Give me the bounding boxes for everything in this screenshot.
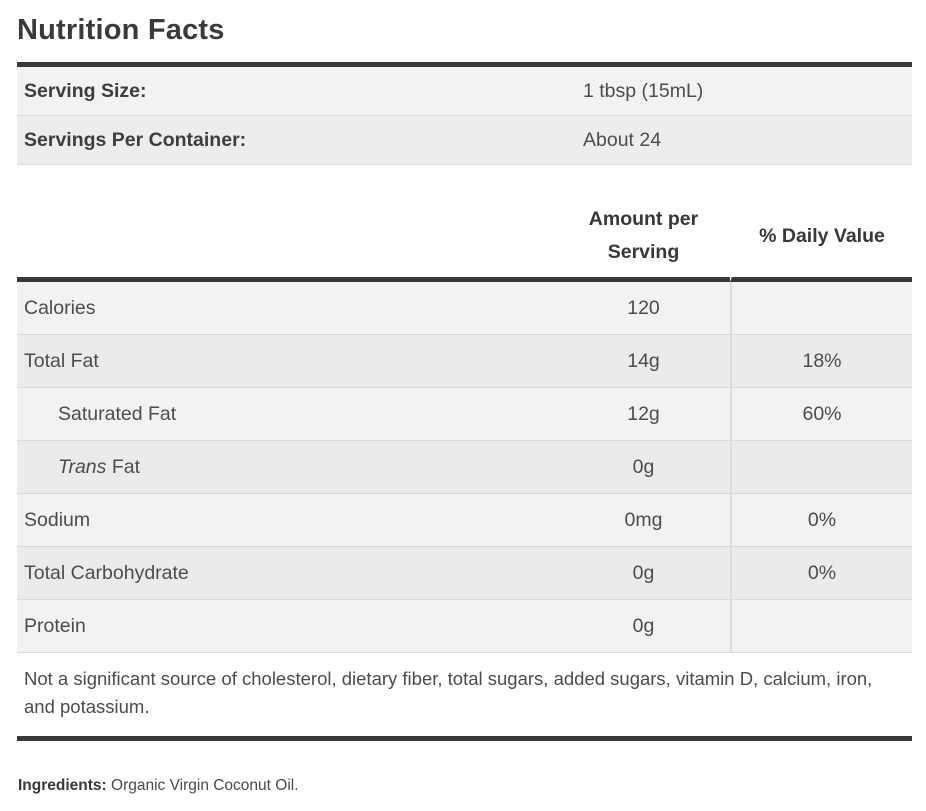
trans-italic-text: Trans bbox=[58, 455, 107, 478]
nutrient-amount: 0g bbox=[557, 600, 730, 653]
ingredients-line: Ingredients: Organic Virgin Coconut Oil. bbox=[18, 777, 912, 795]
table-row-trans-fat: Trans Fat 0g bbox=[17, 441, 912, 494]
column-header-amount: Amount per Serving bbox=[557, 165, 730, 282]
nutrient-label: Total Carbohydrate bbox=[17, 547, 557, 600]
nutrient-amount: 0g bbox=[557, 441, 730, 494]
nutrition-table: Amount per Serving % Daily Value Calorie… bbox=[17, 165, 912, 741]
nutrient-amount: 0mg bbox=[557, 494, 730, 547]
nutrient-label: Trans Fat bbox=[17, 441, 557, 494]
table-row-protein: Protein 0g bbox=[17, 600, 912, 653]
trans-rest-text: Fat bbox=[106, 455, 140, 478]
table-row-calories: Calories 120 bbox=[17, 282, 912, 335]
nutrient-label: Saturated Fat bbox=[17, 388, 557, 441]
nutrient-label: Calories bbox=[17, 282, 557, 335]
ingredients-label: Ingredients: bbox=[18, 777, 107, 794]
servings-per-container-value: About 24 bbox=[566, 116, 912, 165]
column-header-amount-label: Amount per Serving bbox=[588, 208, 699, 263]
serving-info-table: Serving Size: 1 tbsp (15mL) Servings Per… bbox=[17, 62, 912, 165]
nutrient-daily-value: 0% bbox=[730, 494, 912, 547]
ingredients-value: Organic Virgin Coconut Oil. bbox=[106, 777, 299, 794]
nutrient-label: Protein bbox=[17, 600, 557, 653]
nutrient-daily-value: 18% bbox=[730, 335, 912, 388]
table-row: Servings Per Container: About 24 bbox=[17, 116, 912, 165]
page-title: Nutrition Facts bbox=[17, 14, 225, 46]
footnote-text: Not a significant source of cholesterol,… bbox=[17, 653, 912, 741]
table-row-sodium: Sodium 0mg 0% bbox=[17, 494, 912, 547]
nutrient-amount: 120 bbox=[557, 282, 730, 335]
servings-per-container-label: Servings Per Container: bbox=[17, 116, 566, 165]
nutrient-daily-value: 0% bbox=[730, 547, 912, 600]
table-row-saturated-fat: Saturated Fat 12g 60% bbox=[17, 388, 912, 441]
nutrient-daily-value bbox=[730, 282, 912, 335]
table-row-total-fat: Total Fat 14g 18% bbox=[17, 335, 912, 388]
nutrient-amount: 12g bbox=[557, 388, 730, 441]
serving-size-label: Serving Size: bbox=[17, 67, 566, 116]
table-row: Serving Size: 1 tbsp (15mL) bbox=[17, 67, 912, 116]
table-row-total-carbohydrate: Total Carbohydrate 0g 0% bbox=[17, 547, 912, 600]
column-header-daily-value: % Daily Value bbox=[730, 165, 912, 282]
nutrient-daily-value: 60% bbox=[730, 388, 912, 441]
serving-size-value: 1 tbsp (15mL) bbox=[566, 67, 912, 116]
nutrient-daily-value bbox=[730, 600, 912, 653]
nutrient-daily-value bbox=[730, 441, 912, 494]
nutrient-amount: 14g bbox=[557, 335, 730, 388]
nutrient-amount: 0g bbox=[557, 547, 730, 600]
nutrient-label: Sodium bbox=[17, 494, 557, 547]
nutrient-label: Total Fat bbox=[17, 335, 557, 388]
header-spacer bbox=[17, 165, 557, 282]
table-header-row: Amount per Serving % Daily Value bbox=[17, 165, 912, 282]
table-footnote-row: Not a significant source of cholesterol,… bbox=[17, 653, 912, 741]
